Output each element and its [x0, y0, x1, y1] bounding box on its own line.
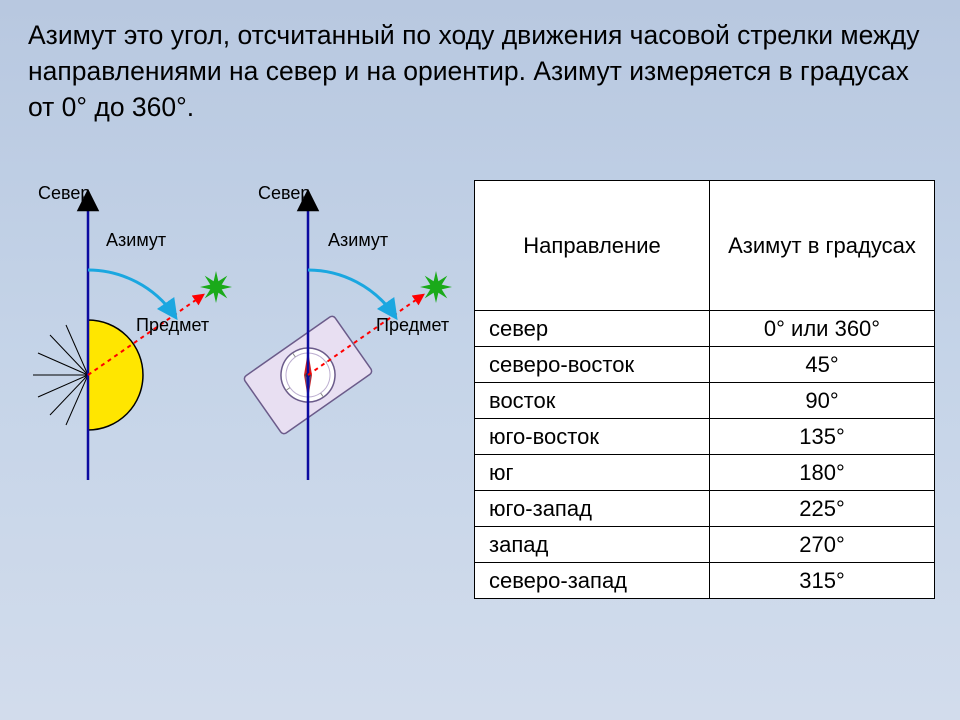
cell-azimuth: 315°	[710, 563, 935, 599]
azimuth-table-container: Направление Азимут в градусах север0° ил…	[474, 180, 935, 599]
cell-direction: северо-запад	[475, 563, 710, 599]
azimuth-table: Направление Азимут в градусах север0° ил…	[474, 180, 935, 599]
cell-direction: север	[475, 311, 710, 347]
cell-direction: юг	[475, 455, 710, 491]
definition-text: Азимут это угол, отсчитанный по ходу дви…	[28, 18, 928, 125]
table-row: север0° или 360°	[475, 311, 935, 347]
table-row: восток90°	[475, 383, 935, 419]
cell-direction: северо-восток	[475, 347, 710, 383]
label-object-1: Предмет	[136, 315, 209, 336]
label-azimuth-2: Азимут	[328, 230, 388, 251]
label-azimuth-1: Азимут	[106, 230, 166, 251]
header-azimuth: Азимут в градусах	[710, 181, 935, 311]
label-north-2: Север	[258, 183, 310, 204]
cell-direction: юго-запад	[475, 491, 710, 527]
table-row: северо-запад315°	[475, 563, 935, 599]
label-object-2: Предмет	[376, 315, 449, 336]
table-row: юг180°	[475, 455, 935, 491]
cell-direction: юго-восток	[475, 419, 710, 455]
label-north-1: Север	[38, 183, 90, 204]
azimuth-diagram: Север Север Азимут Азимут Предмет Предме…	[18, 175, 468, 495]
cell-azimuth: 45°	[710, 347, 935, 383]
table-row: северо-восток45°	[475, 347, 935, 383]
table-row: юго-запад225°	[475, 491, 935, 527]
table-header-row: Направление Азимут в градусах	[475, 181, 935, 311]
header-direction: Направление	[475, 181, 710, 311]
cell-azimuth: 225°	[710, 491, 935, 527]
table-row: запад270°	[475, 527, 935, 563]
table-row: юго-восток135°	[475, 419, 935, 455]
cell-direction: восток	[475, 383, 710, 419]
cell-azimuth: 135°	[710, 419, 935, 455]
cell-azimuth: 90°	[710, 383, 935, 419]
cell-azimuth: 0° или 360°	[710, 311, 935, 347]
cell-azimuth: 180°	[710, 455, 935, 491]
cell-direction: запад	[475, 527, 710, 563]
cell-azimuth: 270°	[710, 527, 935, 563]
